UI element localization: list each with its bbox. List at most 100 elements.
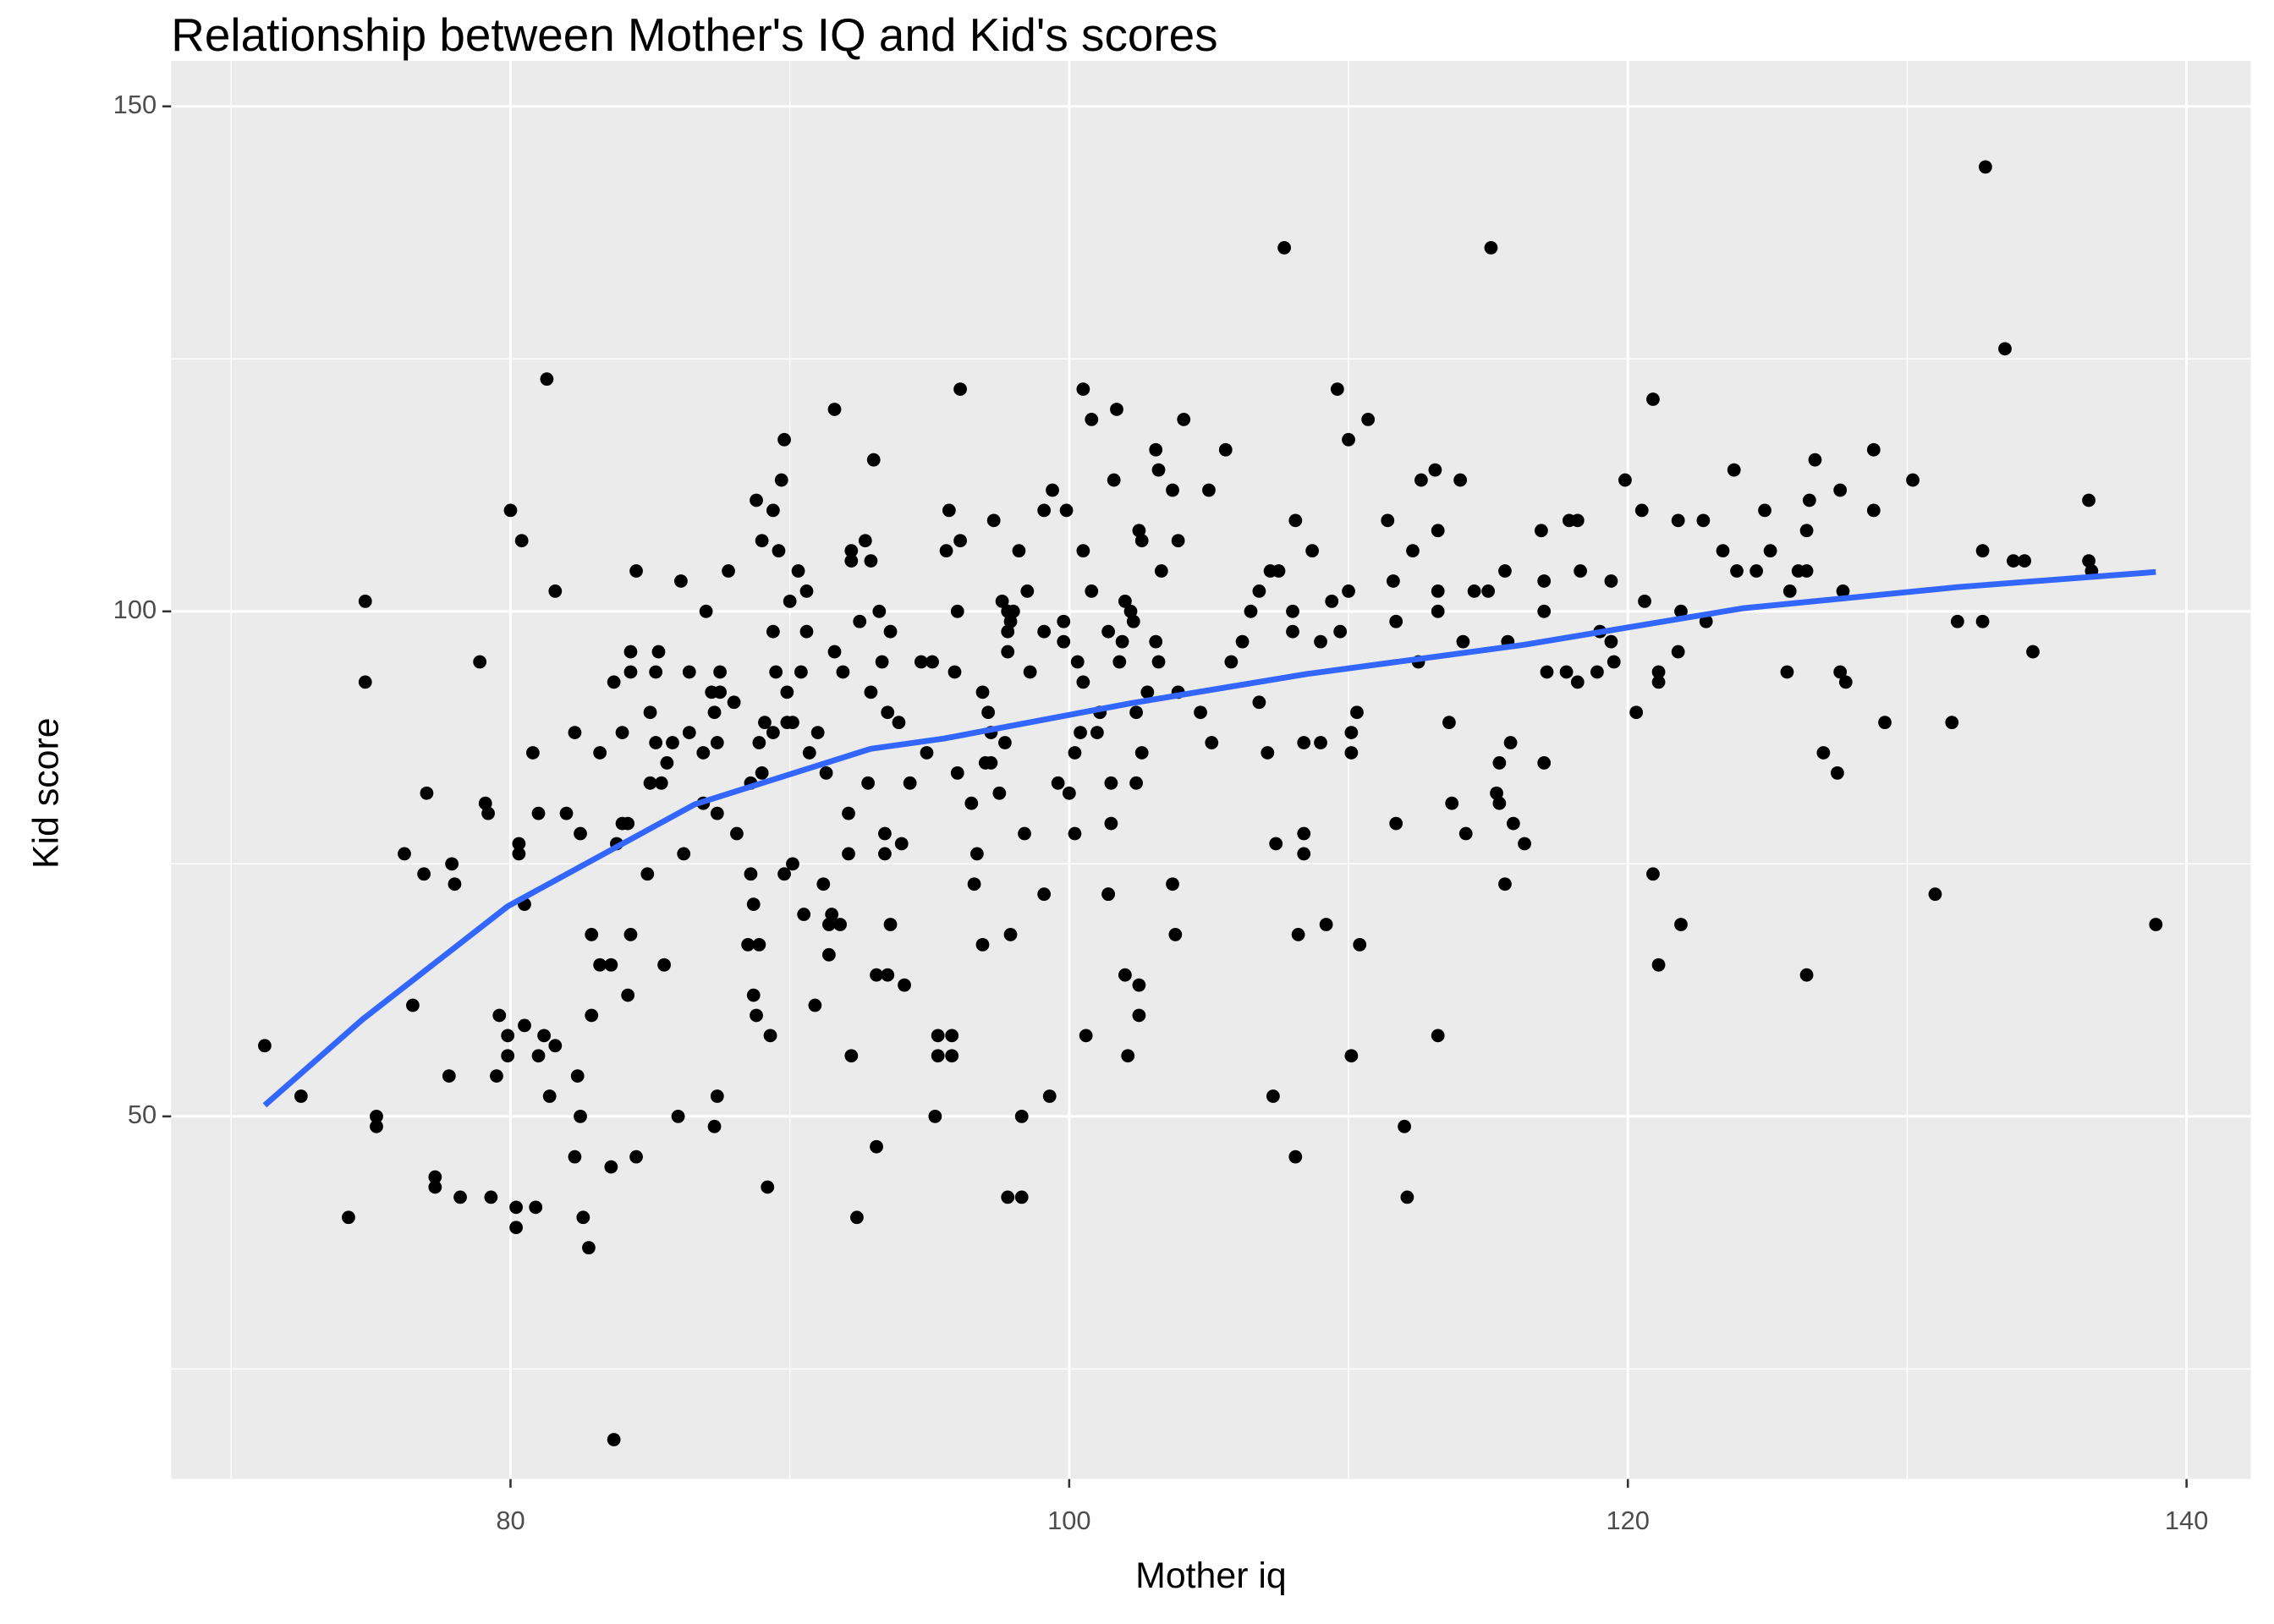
x-tick-label: 80: [496, 1506, 525, 1535]
point: [864, 685, 878, 700]
point: [892, 716, 906, 730]
point: [1314, 634, 1327, 649]
point: [827, 645, 842, 659]
point: [864, 554, 878, 568]
point: [1400, 1190, 1414, 1204]
point: [1674, 918, 1688, 931]
point: [1224, 655, 1239, 669]
point: [529, 1200, 543, 1215]
point: [2082, 554, 2095, 568]
point: [1831, 765, 1844, 780]
point: [1171, 534, 1185, 548]
point: [1540, 665, 1554, 679]
point: [1398, 1119, 1411, 1133]
point: [1140, 685, 1155, 700]
point: [1132, 1008, 1146, 1023]
point: [1389, 816, 1403, 831]
point: [2026, 645, 2040, 659]
point: [629, 1149, 643, 1164]
point: [1674, 604, 1688, 618]
point: [1453, 473, 1468, 487]
point: [1590, 665, 1604, 679]
point: [950, 765, 964, 780]
point: [1518, 837, 1531, 851]
point: [548, 584, 563, 598]
point: [1076, 382, 1090, 396]
point: [657, 957, 671, 972]
point: [604, 957, 618, 972]
point: [850, 1210, 864, 1225]
point: [1297, 736, 1311, 749]
point: [1431, 1029, 1445, 1043]
point: [1134, 746, 1149, 760]
point: [1878, 716, 1892, 730]
point: [604, 1160, 618, 1174]
point: [1104, 816, 1118, 831]
point: [654, 776, 668, 790]
point: [1490, 786, 1503, 800]
point: [1134, 534, 1149, 548]
point: [417, 867, 431, 881]
point: [1716, 544, 1730, 558]
point: [1344, 1049, 1359, 1063]
point: [1607, 655, 1621, 669]
point: [582, 1241, 596, 1254]
point: [842, 806, 855, 820]
point: [448, 877, 462, 892]
point: [1205, 736, 1219, 749]
point: [1570, 513, 1585, 528]
point: [995, 594, 1009, 608]
point: [1118, 594, 1132, 608]
point: [872, 604, 887, 618]
point: [942, 503, 956, 518]
point: [881, 968, 895, 982]
point: [1325, 594, 1339, 608]
point: [1166, 877, 1179, 892]
point: [358, 675, 372, 689]
point: [780, 685, 794, 700]
point: [870, 1139, 883, 1154]
point: [755, 534, 769, 548]
point: [953, 534, 967, 548]
point: [866, 453, 881, 467]
point: [540, 372, 554, 387]
point: [666, 736, 679, 749]
point: [1344, 726, 1359, 739]
point: [1126, 614, 1140, 628]
point: [484, 1190, 498, 1204]
point: [1431, 604, 1445, 618]
point: [707, 705, 722, 720]
point: [501, 1049, 515, 1063]
point: [1344, 746, 1359, 760]
point: [1646, 392, 1660, 406]
point: [699, 604, 713, 618]
point: [621, 816, 635, 831]
point: [1342, 584, 1355, 598]
point: [827, 403, 842, 416]
point: [1288, 1149, 1303, 1164]
point: [713, 665, 728, 679]
point: [1001, 645, 1015, 659]
point: [1651, 957, 1666, 972]
point: [643, 776, 657, 790]
point: [1629, 705, 1644, 720]
point: [1166, 483, 1179, 497]
point: [1149, 634, 1163, 649]
point: [1498, 564, 1512, 578]
point: [1068, 746, 1082, 760]
point: [593, 957, 607, 972]
point: [1492, 796, 1507, 810]
point: [1782, 584, 1797, 598]
point: [1671, 513, 1685, 528]
point: [1481, 584, 1496, 598]
point: [651, 645, 666, 659]
point: [1244, 604, 1258, 618]
point: [1498, 877, 1512, 892]
point: [1866, 442, 1881, 457]
point: [1151, 463, 1166, 477]
point: [2018, 554, 2032, 568]
point: [342, 1210, 355, 1225]
point: [810, 726, 825, 739]
point: [1090, 726, 1104, 739]
